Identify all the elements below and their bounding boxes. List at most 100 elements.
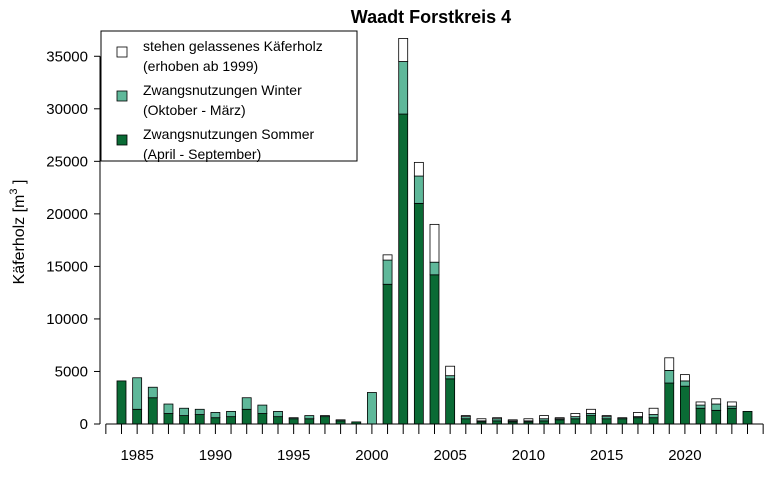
legend-label-winter-line1: Zwangsnutzungen Winter bbox=[143, 82, 302, 98]
legend: stehen gelassenes Käferholz (erhoben ab 1… bbox=[100, 30, 358, 162]
legend-swatch-standing bbox=[116, 46, 128, 58]
x-tick-label-2005: 2005 bbox=[433, 447, 466, 464]
bar-standing-2008 bbox=[492, 417, 503, 420]
y-tick-label-20000: 20000 bbox=[46, 206, 88, 223]
bar-winter-1997 bbox=[320, 415, 330, 418]
legend-label-winter-line2: (Oktober - März) bbox=[143, 102, 246, 118]
bar-summer-2013 bbox=[570, 418, 581, 425]
bar-standing-2019 bbox=[664, 357, 675, 371]
bar-summer-2003 bbox=[413, 202, 424, 425]
bar-summer-2021 bbox=[695, 407, 706, 425]
bar-winter-1998 bbox=[335, 419, 346, 422]
bar-summer-2024 bbox=[742, 410, 753, 425]
bar-winter-2019 bbox=[664, 370, 675, 384]
x-tick-label-2000: 2000 bbox=[355, 447, 388, 464]
bar-standing-2005 bbox=[445, 365, 456, 377]
bar-winter-1995 bbox=[288, 417, 299, 420]
y-axis-label-text: Käferholz bbox=[11, 217, 28, 285]
bar-summer-2015 bbox=[601, 418, 612, 425]
y-tick-label-5000: 5000 bbox=[55, 363, 88, 380]
bar-winter-1996 bbox=[304, 415, 315, 420]
axes-group: 0 5000 10000 15000 20000 25000 30000 35000 1985 1… bbox=[46, 48, 764, 464]
bar-winter-1985 bbox=[132, 377, 143, 410]
bar-standing-2010 bbox=[523, 418, 534, 422]
bar-winter-1990 bbox=[210, 412, 221, 419]
bar-summer-1994 bbox=[273, 416, 283, 425]
y-tick-label-15000: 15000 bbox=[46, 258, 88, 275]
bar-standing-2021 bbox=[695, 401, 706, 406]
y-axis-label-unit-open: [ bbox=[11, 207, 28, 216]
bar-standing-2003 bbox=[413, 161, 424, 177]
bar-summer-2005 bbox=[445, 378, 456, 425]
bar-standing-2002 bbox=[398, 38, 409, 62]
bar-standing-2023 bbox=[726, 401, 737, 407]
bar-winter-2016 bbox=[617, 417, 628, 420]
bar-standing-2006 bbox=[460, 415, 471, 418]
bar-standing-2015 bbox=[601, 415, 612, 418]
bar-summer-1997 bbox=[320, 416, 330, 425]
bar-winter-2001 bbox=[382, 259, 393, 285]
y-axis-label: Käferholz [m3 ] bbox=[8, 180, 28, 285]
bar-standing-2014 bbox=[586, 408, 596, 414]
bar-standing-2009 bbox=[507, 419, 518, 422]
bar-summer-2006 bbox=[460, 418, 471, 425]
bar-winter-2005 bbox=[445, 375, 456, 380]
bar-summer-2012 bbox=[554, 419, 565, 425]
bar-summer-1989 bbox=[194, 414, 205, 425]
bar-standing-2007 bbox=[476, 418, 487, 422]
x-tick-label-2010: 2010 bbox=[512, 447, 545, 464]
y-tick-label-0: 0 bbox=[80, 416, 88, 433]
bar-winter-2004 bbox=[429, 261, 440, 276]
bar-winter-1992 bbox=[241, 397, 252, 410]
bar-winter-2002 bbox=[398, 61, 409, 115]
chart-title: Waadt Forstkreis 4 bbox=[351, 7, 511, 27]
y-tick-label-35000: 35000 bbox=[46, 48, 88, 65]
y-axis-label-unit-base: m bbox=[11, 195, 28, 208]
bar-winter-1989 bbox=[194, 408, 205, 415]
bar-standing-2017 bbox=[633, 412, 643, 418]
bar-winter-2000 bbox=[366, 392, 377, 425]
legend-box bbox=[100, 30, 358, 162]
bar-winter-2003 bbox=[413, 175, 424, 204]
x-tick-label-1985: 1985 bbox=[120, 447, 153, 464]
bar-winter-1986 bbox=[147, 386, 158, 399]
x-tick-label-2015: 2015 bbox=[590, 447, 623, 464]
bar-winter-1987 bbox=[163, 403, 174, 414]
x-tick-label-2020: 2020 bbox=[668, 447, 701, 464]
bar-summer-2002 bbox=[398, 113, 409, 425]
y-tick-label-10000: 10000 bbox=[46, 311, 88, 328]
bar-summer-2017 bbox=[633, 417, 643, 425]
bar-winter-1988 bbox=[179, 407, 190, 416]
y-tick-label-30000: 30000 bbox=[46, 101, 88, 118]
bar-summer-1986 bbox=[147, 397, 158, 425]
legend-label-standing-line1: stehen gelassenes Käferholz bbox=[143, 38, 323, 54]
bar-standing-2011 bbox=[539, 415, 549, 420]
y-tick-label-25000: 25000 bbox=[46, 153, 88, 170]
bar-standing-2001 bbox=[382, 254, 393, 261]
bar-winter-1994 bbox=[273, 410, 283, 418]
legend-swatch-winter bbox=[116, 90, 128, 102]
bar-summer-1984 bbox=[116, 380, 127, 425]
bar-standing-2020 bbox=[680, 374, 690, 382]
bar-summer-1992 bbox=[241, 408, 252, 425]
bar-standing-2018 bbox=[648, 407, 659, 415]
bars-group bbox=[116, 38, 753, 425]
bar-summer-2016 bbox=[617, 418, 628, 425]
bar-summer-2023 bbox=[726, 407, 737, 425]
legend-label-summer-line2: (April - September) bbox=[143, 146, 261, 162]
bar-summer-2004 bbox=[429, 274, 440, 425]
bar-summer-1996 bbox=[304, 418, 315, 425]
bar-winter-2018 bbox=[648, 414, 659, 419]
bar-winter-2021 bbox=[695, 404, 706, 409]
bar-winter-1991 bbox=[226, 410, 236, 418]
bar-summer-1993 bbox=[257, 413, 268, 425]
legend-label-summer-line1: Zwangsnutzungen Sommer bbox=[143, 126, 315, 142]
bar-winter-2022 bbox=[711, 403, 722, 411]
bar-summer-1991 bbox=[226, 416, 236, 425]
x-tick-label-1995: 1995 bbox=[277, 447, 310, 464]
bar-summer-1990 bbox=[210, 417, 221, 425]
bar-summer-2022 bbox=[711, 409, 722, 425]
x-tick-label-1990: 1990 bbox=[199, 447, 232, 464]
bar-winter-2020 bbox=[680, 380, 690, 387]
